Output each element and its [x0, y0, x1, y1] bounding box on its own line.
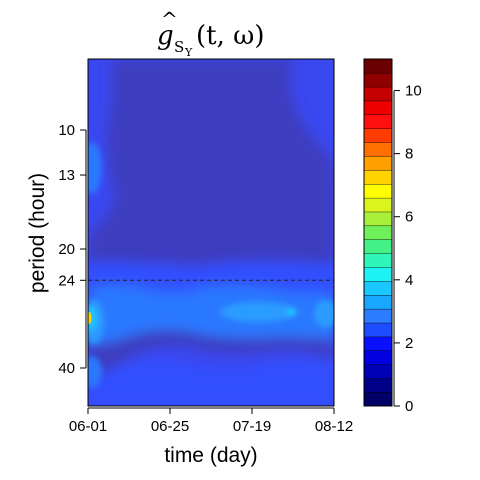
- title-args: (t, ω): [196, 21, 264, 51]
- y-axis-label: period (hour): [26, 173, 49, 293]
- y-tick-label: 40: [58, 360, 75, 377]
- heatmap-peak-band-right: [314, 300, 334, 328]
- colorbar-cell: [363, 336, 393, 351]
- y-tick-label: 10: [58, 122, 75, 139]
- colorbar-cell: [363, 322, 393, 338]
- title-sub-subscript: Y: [184, 46, 193, 59]
- colorbar: 0 2 4 6 8 10: [363, 58, 422, 415]
- colorbar-frame: [363, 58, 393, 407]
- colorbar-tick-label: 0: [405, 398, 413, 415]
- colorbar-cell: [363, 211, 393, 227]
- heatmap-peak-left-bright: [88, 306, 96, 330]
- y-tick-label: 24: [58, 272, 75, 289]
- colorbar-cell: [363, 128, 393, 143]
- heatmap-peak-band-mid: [220, 302, 296, 322]
- chart-title: ^ g S Y (t, ω): [157, 7, 264, 59]
- x-tick-label: 06-25: [151, 418, 189, 435]
- x-axis: 06-01 06-25 07-19 08-12 time (day): [69, 407, 353, 467]
- colorbar-cell: [363, 378, 393, 393]
- y-tick-label: 13: [58, 167, 75, 184]
- heatmap-plot: [88, 59, 334, 406]
- title-symbol: g: [157, 21, 174, 51]
- colorbar-cell: [363, 267, 393, 282]
- plot-frame: [87, 58, 335, 407]
- heatmap-band-region: [88, 285, 334, 344]
- x-axis-label: time (day): [164, 444, 257, 467]
- heatmap-peak-left-lower: [88, 356, 102, 388]
- x-tick-label: 07-19: [233, 418, 271, 435]
- colorbar-cell: [363, 197, 393, 213]
- colorbar-tick-label: 8: [405, 146, 413, 163]
- heatmap-low-region: [88, 59, 334, 380]
- heatmap-hotspot: [88, 312, 92, 324]
- colorbar-cell: [363, 58, 393, 74]
- colorbar-tick-label: 2: [405, 335, 413, 352]
- colorbar-cell: [363, 364, 393, 379]
- colorbar-cell: [363, 114, 393, 129]
- colorbar-cell: [363, 239, 393, 254]
- heatmap-peak-small: [287, 308, 297, 316]
- colorbar-cell: [363, 391, 393, 407]
- colorbar-tick-label: 4: [405, 272, 413, 289]
- colorbar-cell: [363, 142, 393, 157]
- y-axis: 10 13 20 24 40 period (hour): [26, 122, 87, 377]
- colorbar-tick-label: 6: [405, 209, 413, 226]
- colorbar-cell: [363, 86, 393, 102]
- colorbar-cell: [363, 280, 393, 296]
- colorbar-cell: [363, 183, 393, 199]
- colorbar-tick-label: 10: [405, 83, 422, 100]
- colorbar-cell: [363, 169, 393, 185]
- colorbar-cell: [363, 225, 393, 240]
- x-tick-label: 08-12: [315, 418, 353, 435]
- colorbar-cell: [363, 308, 393, 324]
- colorbar-cell: [363, 253, 393, 268]
- y-tick-label: 20: [58, 241, 75, 258]
- title-subscript: S: [174, 38, 184, 56]
- colorbar-cell: [363, 72, 393, 88]
- colorbar-cell: [363, 350, 393, 365]
- heatmap-peak-left-upper: [88, 142, 102, 194]
- colorbar-cell: [363, 100, 393, 116]
- x-tick-label: 06-01: [69, 418, 107, 435]
- title-hat: ^: [161, 7, 178, 31]
- colorbar-cell: [363, 294, 393, 310]
- colorbar-cell: [363, 155, 393, 171]
